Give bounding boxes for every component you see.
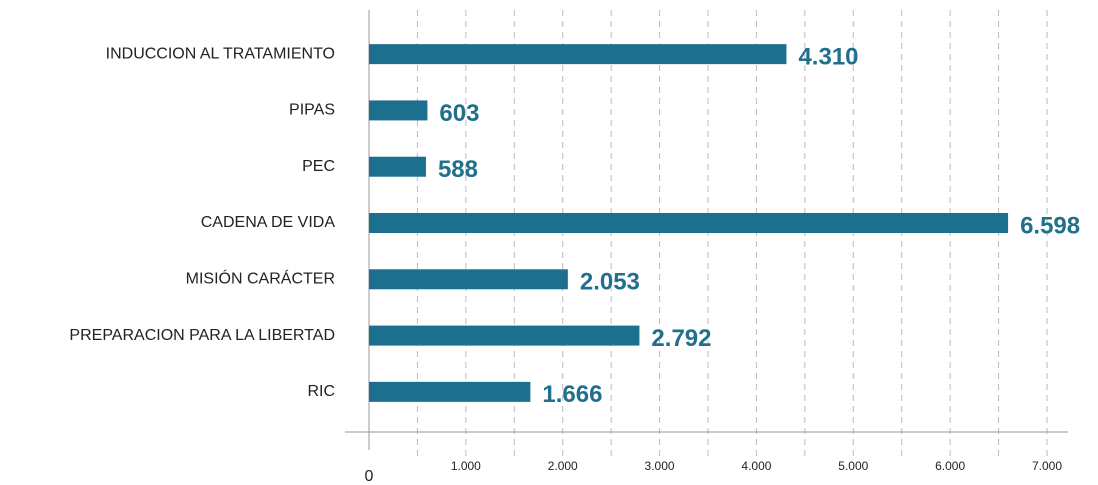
category-label: CADENA DE VIDA [201,214,336,231]
bar [369,100,428,121]
bar [369,269,568,290]
value-label: 6.598 [1020,212,1080,239]
value-label: 1.666 [542,381,602,408]
x-tick-label: 0 [365,468,374,485]
value-label: 2.053 [580,269,640,296]
category-label: RIC [307,383,335,400]
value-label: 588 [438,156,478,183]
x-tick-label: 3.000 [645,459,675,473]
x-tick-label: 4.000 [741,459,771,473]
category-label: PIPAS [289,102,335,119]
category-label: MISIÓN CARÁCTER [186,269,335,288]
x-tick-label: 2.000 [548,459,578,473]
category-label: INDUCCION AL TRATAMIENTO [106,45,335,62]
x-tick-label: 5.000 [838,459,868,473]
category-label: PREPARACION PARA LA LIBERTAD [69,327,335,344]
bar [369,213,1009,233]
x-tick-label: 6.000 [935,459,965,473]
value-label: 4.310 [798,43,858,70]
bar [369,156,426,177]
value-label: 2.792 [651,325,711,352]
bar [369,325,640,346]
bar [369,381,531,402]
x-tick-label: 1.000 [451,459,481,473]
value-label: 603 [439,100,479,127]
category-label: PEC [302,158,335,175]
bar [369,44,787,65]
x-tick-label: 7.000 [1032,459,1062,473]
